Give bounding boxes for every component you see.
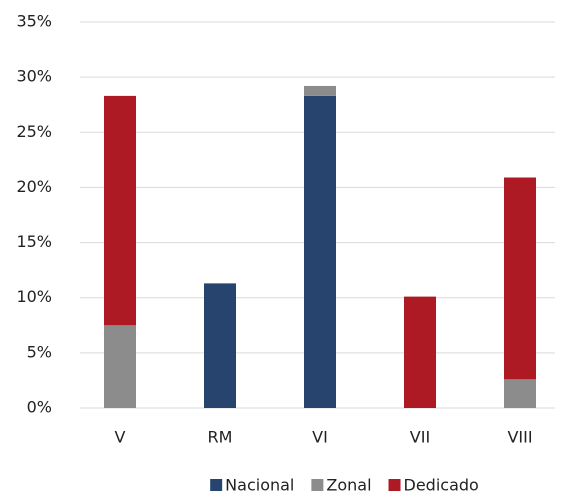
x-tick-label: VI: [312, 428, 328, 447]
legend-swatch: [311, 479, 324, 491]
bar-segment: [104, 95, 136, 326]
y-tick-label: 20%: [16, 177, 52, 196]
x-tick-label: V: [115, 428, 126, 447]
bar-segment: [204, 283, 236, 408]
bar-segment: [304, 95, 336, 409]
y-tick-label: 15%: [16, 232, 52, 251]
bar-segment: [504, 379, 536, 408]
y-tick-label: 10%: [16, 287, 52, 306]
y-tick-label: 0%: [27, 398, 52, 417]
y-tick-label: 5%: [27, 342, 52, 361]
bar-segment: [304, 85, 336, 96]
bar-segment: [404, 296, 436, 408]
bar-segment: [504, 177, 536, 380]
x-tick-label: RM: [208, 428, 233, 447]
legend-swatch: [210, 479, 223, 491]
x-tick-label: VIII: [507, 428, 532, 447]
legend-label: Nacional: [225, 476, 294, 495]
legend-swatch: [388, 479, 401, 491]
y-tick-label: 30%: [16, 67, 52, 86]
x-tick-label: VII: [410, 428, 430, 447]
y-tick-label: 25%: [16, 122, 52, 141]
legend-label: Zonal: [326, 476, 371, 495]
y-tick-label: 35%: [16, 12, 52, 31]
bar-segment: [104, 325, 136, 408]
legend-label: Dedicado: [404, 476, 479, 495]
